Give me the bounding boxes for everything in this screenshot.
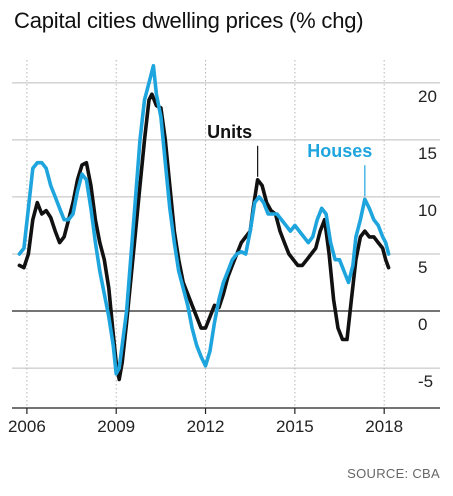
chart-title: Capital cities dwelling prices (% chg) xyxy=(14,8,364,33)
series-line-units xyxy=(17,92,391,382)
x-tick-label: 2012 xyxy=(187,417,225,436)
annotation-label-units: Units xyxy=(207,122,252,142)
y-tick-label: -5 xyxy=(418,372,433,391)
x-axis-ticks: 2006 2009 2012 2015 2018 xyxy=(8,417,403,436)
series-line-houses xyxy=(17,63,391,376)
x-tick-label: 2006 xyxy=(8,417,46,436)
y-tick-label: 10 xyxy=(418,201,437,220)
y-tick-label: 0 xyxy=(418,315,427,334)
y-tick-label: 15 xyxy=(418,144,437,163)
series-lines xyxy=(17,63,391,382)
y-tick-label: 20 xyxy=(418,87,437,106)
x-tick-label: 2009 xyxy=(97,417,135,436)
annotation-label-houses: Houses xyxy=(307,141,372,161)
x-tick-label: 2015 xyxy=(276,417,314,436)
y-tick-label: 5 xyxy=(418,258,427,277)
source-note: SOURCE: CBA xyxy=(347,466,440,481)
grid xyxy=(12,60,440,414)
annotations: Units Houses xyxy=(207,122,372,197)
x-tick-label: 2018 xyxy=(365,417,403,436)
y-axis-ticks: 20 15 10 5 0 -5 xyxy=(418,87,437,391)
